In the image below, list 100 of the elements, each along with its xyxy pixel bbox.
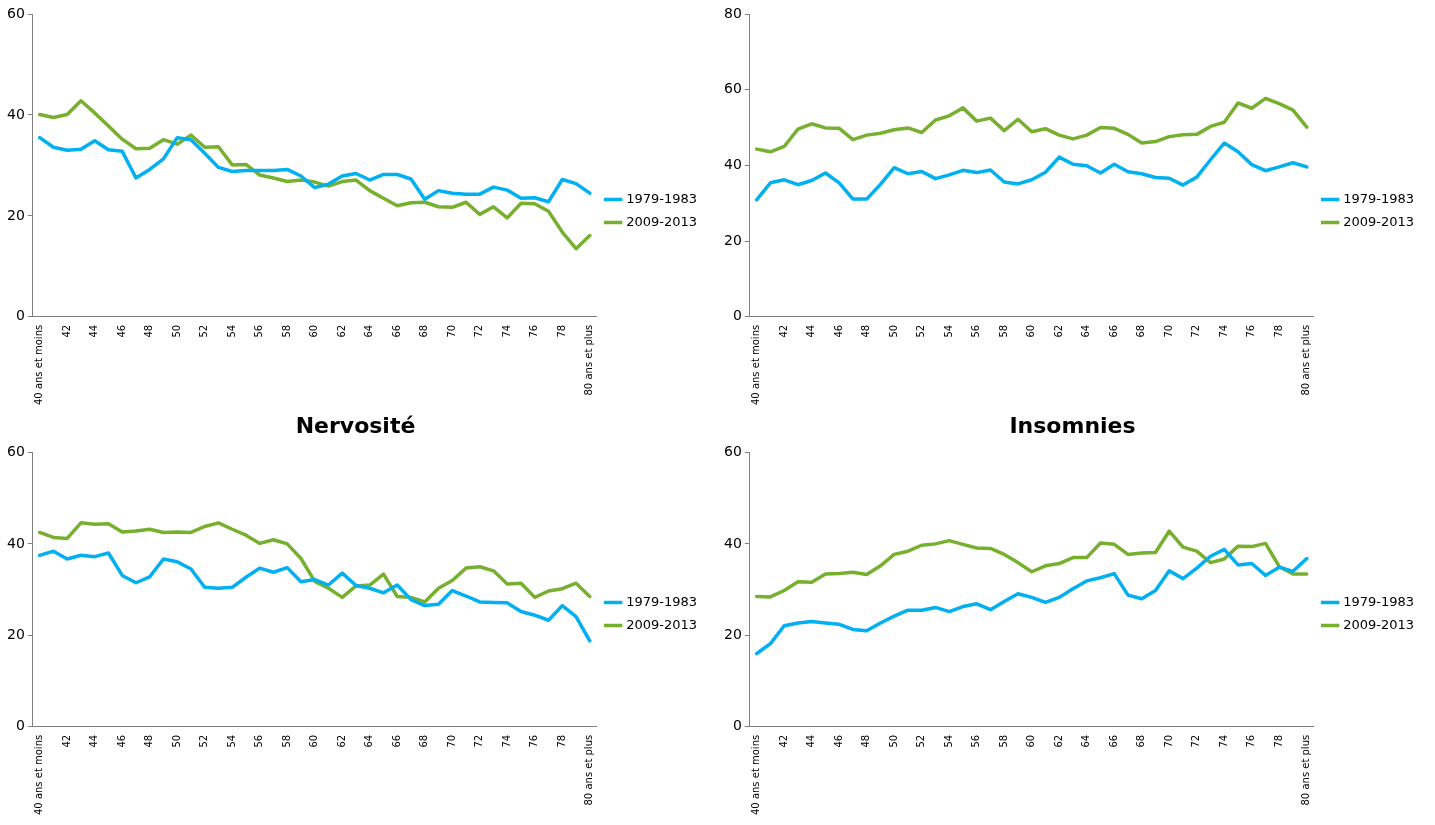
x-tick-label: 42: [60, 324, 72, 338]
x-tick-label: 46: [115, 734, 127, 748]
x-tick-label: 70: [445, 324, 457, 338]
x-tick-label: 62: [335, 324, 347, 338]
y-tick-label: 80: [723, 4, 742, 21]
x-tick-label: 74: [500, 734, 512, 748]
legend-label: 1979-1983: [626, 593, 697, 609]
x-tick-label: 76: [1245, 324, 1257, 338]
x-tick-label: 64: [363, 324, 375, 338]
y-tick-label: 20: [6, 625, 25, 642]
y-tick-label: 60: [6, 443, 25, 460]
x-tick-label: 40 ans et moins: [750, 734, 762, 816]
y-tick-label: 20: [723, 231, 742, 248]
y-tick-label: 60: [6, 4, 25, 21]
x-tick-label: 80 ans et plus: [1300, 324, 1312, 396]
legend-label: 1979-1983: [626, 190, 697, 206]
x-tick-label: 60: [1025, 324, 1037, 338]
x-tick-label: 62: [1052, 734, 1064, 748]
x-tick-label: 78: [1272, 324, 1284, 338]
y-tick-label: 40: [723, 156, 742, 173]
x-tick-label: 40 ans et moins: [33, 324, 45, 406]
x-tick-label: 56: [970, 324, 982, 338]
legend-label: 2009-2013: [626, 616, 697, 632]
y-tick-label: 0: [15, 717, 25, 734]
x-tick-label: 76: [528, 324, 540, 338]
y-tick-label: 20: [6, 206, 25, 223]
legend-label: 1979-1983: [1343, 190, 1414, 206]
x-tick-label: 58: [280, 324, 292, 338]
x-tick-label: 52: [198, 324, 210, 338]
legend-label: 2009-2013: [626, 213, 697, 229]
x-tick-label: 50: [170, 324, 182, 338]
x-tick-label: 66: [1107, 734, 1119, 748]
x-tick-label: 64: [1080, 734, 1092, 748]
x-tick-label: 64: [363, 734, 375, 748]
x-tick-label: 66: [1107, 324, 1119, 338]
x-tick-label: 56: [253, 734, 265, 748]
x-tick-label: 48: [860, 734, 872, 748]
x-tick-label: 50: [887, 734, 899, 748]
x-tick-label: 72: [1190, 734, 1202, 748]
x-tick-label: 74: [500, 324, 512, 338]
x-tick-label: 80 ans et plus: [1300, 734, 1312, 806]
x-tick-label: 40 ans et moins: [750, 324, 762, 406]
x-tick-label: 58: [997, 734, 1009, 748]
x-tick-label: 60: [308, 324, 320, 338]
x-tick-label: 70: [445, 734, 457, 748]
y-tick-label: 40: [6, 534, 25, 551]
x-tick-label: 42: [777, 734, 789, 748]
x-tick-label: 74: [1217, 734, 1229, 748]
x-tick-label: 74: [1217, 324, 1229, 338]
x-tick-label: 66: [390, 324, 402, 338]
x-tick-label: 54: [942, 324, 954, 338]
x-tick-label: 42: [60, 734, 72, 748]
x-tick-label: 56: [970, 734, 982, 748]
x-tick-label: 48: [143, 734, 155, 748]
y-tick-label: 40: [6, 105, 25, 122]
x-tick-label: 78: [555, 734, 567, 748]
x-tick-label: 54: [225, 734, 237, 748]
x-tick-label: 48: [860, 324, 872, 338]
x-tick-label: 68: [418, 324, 430, 338]
x-tick-label: 52: [915, 734, 927, 748]
x-tick-label: 66: [390, 734, 402, 748]
x-tick-label: 70: [1162, 324, 1174, 338]
x-tick-label: 76: [1245, 734, 1257, 748]
x-tick-label: 50: [887, 324, 899, 338]
x-tick-label: 52: [198, 734, 210, 748]
y-tick-label: 0: [732, 717, 742, 734]
x-tick-label: 46: [832, 324, 844, 338]
x-tick-label: 46: [115, 324, 127, 338]
x-tick-label: 76: [528, 734, 540, 748]
legend-label: 2009-2013: [1343, 213, 1414, 229]
x-tick-label: 80 ans et plus: [583, 324, 595, 396]
y-tick-label: 60: [723, 443, 742, 460]
x-tick-label: 60: [308, 734, 320, 748]
y-tick-label: 20: [723, 625, 742, 642]
x-tick-label: 80 ans et plus: [583, 734, 595, 806]
x-tick-label: 78: [1272, 734, 1284, 748]
chart-title: Insomnies: [1009, 412, 1136, 438]
x-tick-label: 50: [170, 734, 182, 748]
y-tick-label: 0: [732, 307, 742, 324]
x-tick-label: 44: [805, 324, 817, 338]
x-tick-label: 70: [1162, 734, 1174, 748]
x-tick-label: 72: [473, 324, 485, 338]
x-tick-label: 72: [1190, 324, 1202, 338]
legend-label: 1979-1983: [1343, 593, 1414, 609]
x-tick-label: 54: [942, 734, 954, 748]
x-tick-label: 46: [832, 734, 844, 748]
x-tick-label: 68: [418, 734, 430, 748]
x-tick-label: 44: [88, 734, 100, 748]
x-tick-label: 64: [1080, 324, 1092, 338]
x-tick-label: 58: [997, 324, 1009, 338]
y-tick-label: 40: [723, 534, 742, 551]
chart-title: Nervosité: [295, 412, 416, 438]
legend-label: 2009-2013: [1343, 616, 1414, 632]
y-tick-label: 0: [15, 307, 25, 324]
x-tick-label: 48: [143, 324, 155, 338]
x-tick-label: 52: [915, 324, 927, 338]
x-tick-label: 62: [1052, 324, 1064, 338]
x-tick-label: 62: [335, 734, 347, 748]
x-tick-label: 68: [1135, 324, 1147, 338]
x-tick-label: 78: [555, 324, 567, 338]
